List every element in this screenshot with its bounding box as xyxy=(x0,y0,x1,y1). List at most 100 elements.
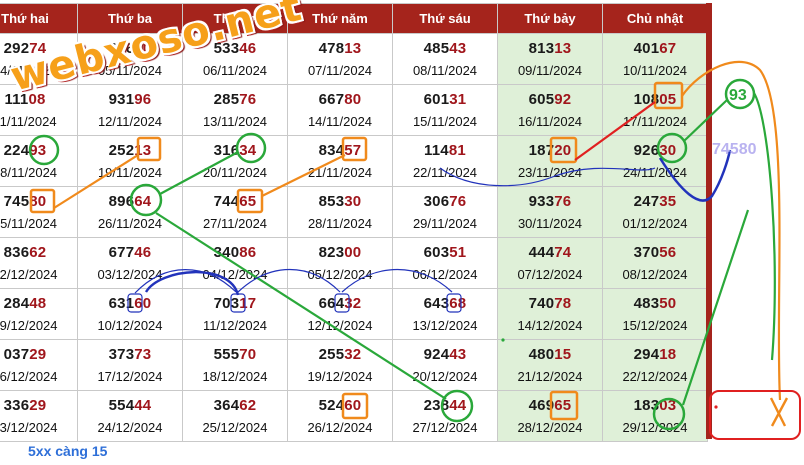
result-number-tail: 51 xyxy=(449,244,467,261)
result-number: 40167 xyxy=(603,39,707,59)
result-cell: 86680 05/11/2024 xyxy=(77,33,183,85)
result-cell: 70317 11/12/2024 xyxy=(182,288,288,340)
result-cell: 18303 29/12/2024 xyxy=(602,390,708,442)
result-cell: 31634 20/11/2024 xyxy=(182,135,288,187)
result-number-head: 336 xyxy=(3,397,30,414)
result-cell: 48543 08/11/2024 xyxy=(392,33,498,85)
result-cell: 25532 19/12/2024 xyxy=(287,339,393,391)
result-cell: 40167 10/11/2024 xyxy=(602,33,708,85)
result-cell: 55570 18/12/2024 xyxy=(182,339,288,391)
result-number: 66432 xyxy=(288,294,392,314)
result-number: 44474 xyxy=(498,243,602,263)
result-number-tail: 93 xyxy=(29,142,47,159)
result-number-tail: 50 xyxy=(659,295,677,312)
result-number: 47813 xyxy=(288,39,392,59)
result-cell: 63160 10/12/2024 xyxy=(77,288,183,340)
result-number-tail: 80 xyxy=(344,91,362,108)
result-number: 25213 xyxy=(78,141,182,161)
result-number-head: 744 xyxy=(213,193,240,210)
result-date: 11/11/2024 xyxy=(0,114,57,129)
result-date: 03/12/2024 xyxy=(97,267,163,282)
result-number-tail: 60 xyxy=(344,397,362,414)
result-number-head: 111 xyxy=(4,91,29,108)
red-target-box xyxy=(709,390,801,440)
result-number-head: 187 xyxy=(528,142,555,159)
result-number: 92630 xyxy=(603,141,707,161)
result-number-head: 533 xyxy=(213,40,240,57)
result-cell: 18720 23/11/2024 xyxy=(497,135,603,187)
result-number-head: 664 xyxy=(318,295,345,312)
result-number: 10805 xyxy=(603,90,707,110)
result-number-head: 834 xyxy=(318,142,345,159)
result-number-tail: 73 xyxy=(134,346,152,363)
result-number: 52460 xyxy=(288,396,392,416)
result-number-tail: 64 xyxy=(134,193,152,210)
result-cell: 44474 07/12/2024 xyxy=(497,237,603,289)
result-number: 64368 xyxy=(393,294,497,314)
result-cell: 28576 13/11/2024 xyxy=(182,84,288,136)
result-number-head: 252 xyxy=(108,142,135,159)
weekday-header-2: Thứ tư xyxy=(182,3,288,34)
result-number-tail: 80 xyxy=(29,193,47,210)
result-number-tail: 76 xyxy=(554,193,572,210)
weekday-header-0: Thứ hai xyxy=(0,3,78,34)
weekday-header-row: Thứ hai Thứ ba Thứ tư Thứ năm Thứ sáu Thứ bảy… xyxy=(0,3,708,34)
result-cell: 34086 04/12/2024 xyxy=(182,237,288,289)
result-number-head: 926 xyxy=(633,142,660,159)
result-number: 67746 xyxy=(78,243,182,263)
result-number: 03729 xyxy=(0,345,77,365)
result-number-head: 933 xyxy=(528,193,555,210)
result-cell: 66780 14/11/2024 xyxy=(287,84,393,136)
result-cell: 28448 09/12/2024 xyxy=(0,288,78,340)
result-number: 28448 xyxy=(0,294,77,314)
result-number-head: 485 xyxy=(423,40,450,57)
result-date: 27/11/2024 xyxy=(202,216,268,231)
result-number: 93196 xyxy=(78,90,182,110)
result-cell: 25213 19/11/2024 xyxy=(77,135,183,187)
side-number-93: 93 xyxy=(729,87,747,104)
table-right-border xyxy=(706,3,712,439)
result-number-tail: 92 xyxy=(554,91,572,108)
result-date: 22/11/2024 xyxy=(412,165,478,180)
result-number-head: 247 xyxy=(633,193,660,210)
result-number-tail: 62 xyxy=(29,244,47,261)
result-date: 15/12/2024 xyxy=(622,318,688,333)
result-number-head: 401 xyxy=(633,40,660,57)
result-number-tail: 08 xyxy=(28,91,46,108)
result-cell: 64368 13/12/2024 xyxy=(392,288,498,340)
result-number-head: 524 xyxy=(318,397,345,414)
result-date: 10/12/2024 xyxy=(97,318,163,333)
result-number: 93376 xyxy=(498,192,602,212)
result-number: 70317 xyxy=(183,294,287,314)
result-number: 63160 xyxy=(78,294,182,314)
result-cell: 92443 20/12/2024 xyxy=(392,339,498,391)
result-cell: 55444 24/12/2024 xyxy=(77,390,183,442)
result-number: 60351 xyxy=(393,243,497,263)
result-number-head: 813 xyxy=(528,40,555,57)
result-date: 13/11/2024 xyxy=(202,114,268,129)
result-number: 48543 xyxy=(393,39,497,59)
result-number: 37056 xyxy=(603,243,707,263)
result-cell: 82300 05/12/2024 xyxy=(287,237,393,289)
result-number-tail: 70 xyxy=(239,346,257,363)
result-cell: 74078 14/12/2024 xyxy=(497,288,603,340)
result-number: 55444 xyxy=(78,396,182,416)
result-cell: 37373 17/12/2024 xyxy=(77,339,183,391)
result-date: 06/12/2024 xyxy=(412,267,478,282)
result-number: 74078 xyxy=(498,294,602,314)
result-number-tail: 96 xyxy=(134,91,152,108)
result-number-head: 555 xyxy=(213,346,240,363)
result-date: 12/12/2024 xyxy=(307,318,373,333)
result-date: 25/12/2024 xyxy=(202,420,268,435)
result-number-head: 603 xyxy=(423,244,450,261)
result-date: 30/11/2024 xyxy=(517,216,583,231)
result-number-tail: 57 xyxy=(344,142,362,159)
result-cell: 03729 16/12/2024 xyxy=(0,339,78,391)
result-number-tail: 76 xyxy=(449,193,467,210)
result-date: 05/12/2024 xyxy=(307,267,373,282)
result-number: 31634 xyxy=(183,141,287,161)
result-number-tail: 00 xyxy=(344,244,362,261)
result-number: 74580 xyxy=(0,192,77,212)
result-number-tail: 78 xyxy=(554,295,572,312)
result-number: 18303 xyxy=(603,396,707,416)
